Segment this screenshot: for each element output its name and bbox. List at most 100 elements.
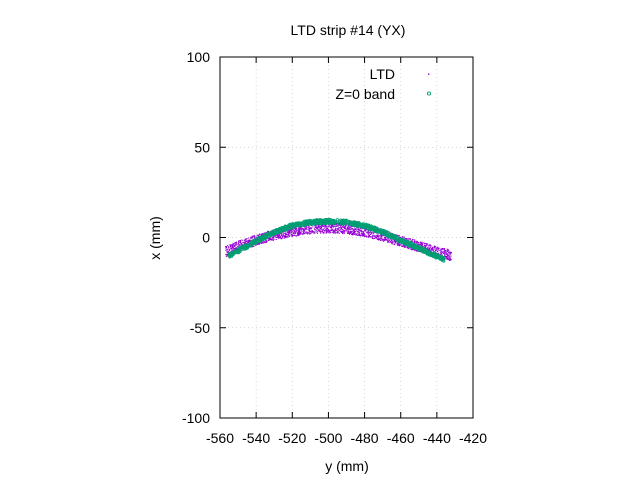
ltd-point: [373, 232, 375, 234]
ltd-point: [357, 231, 359, 233]
y-tick-label: 100: [187, 49, 211, 65]
ltd-point: [422, 242, 424, 244]
ltd-point: [369, 231, 371, 233]
ltd-point: [297, 231, 299, 233]
ltd-point: [396, 234, 398, 236]
ltd-point: [427, 247, 429, 249]
z0-band-point: [240, 247, 245, 251]
ltd-point: [356, 233, 358, 235]
legend: LTD Z=0 band: [335, 66, 432, 102]
ltd-point: [407, 238, 409, 240]
ltd-point: [354, 228, 356, 230]
ltd-point: [272, 239, 274, 241]
ltd-point: [297, 232, 299, 234]
ltd-point: [381, 236, 383, 238]
ltd-point: [334, 231, 336, 233]
ltd-point: [444, 255, 446, 257]
ltd-point: [239, 240, 241, 242]
z0-band-point: [405, 239, 409, 243]
ltd-point: [403, 236, 405, 238]
ltd-point: [342, 233, 344, 235]
ltd-point: [285, 235, 287, 237]
ltd-point: [284, 232, 286, 234]
ltd-point: [424, 244, 426, 246]
ltd-point: [416, 242, 418, 244]
ltd-point: [328, 226, 330, 228]
ltd-point: [288, 236, 290, 238]
ltd-point: [335, 225, 337, 227]
ltd-point: [369, 233, 371, 235]
ltd-point: [361, 234, 363, 236]
z0-band-point: [284, 224, 288, 229]
ltd-point: [308, 226, 310, 228]
ltd-point: [278, 233, 280, 235]
ltd-point: [379, 237, 381, 239]
y-tick-label: 0: [202, 230, 210, 246]
z0-band-point: [418, 248, 422, 252]
ltd-point: [430, 246, 432, 248]
ltd-point: [274, 235, 276, 237]
ltd-point: [348, 227, 350, 229]
ltd-point: [317, 230, 319, 232]
ltd-point: [267, 238, 269, 240]
ltd-point: [368, 230, 370, 232]
ltd-point: [230, 244, 232, 246]
y-tick-label: 50: [194, 139, 210, 155]
ltd-point: [231, 248, 233, 250]
ltd-point: [261, 234, 263, 236]
ltd-point: [356, 233, 358, 235]
ltd-point: [259, 233, 261, 235]
ltd-point: [431, 248, 433, 250]
ltd-point: [227, 251, 229, 253]
ltd-point: [329, 232, 331, 234]
z0-band-point: [318, 220, 322, 224]
ltd-point: [297, 229, 299, 231]
ltd-point: [324, 229, 326, 231]
ltd-point: [346, 229, 348, 231]
ltd-point: [376, 235, 378, 237]
ltd-point: [363, 234, 365, 236]
ltd-point: [413, 241, 415, 243]
ltd-point: [311, 230, 313, 232]
ltd-point: [355, 233, 357, 235]
ltd-point: [269, 237, 271, 239]
ltd-point: [317, 229, 319, 231]
ltd-point: [304, 230, 306, 232]
ltd-point: [440, 248, 442, 250]
ltd-point: [273, 235, 275, 237]
z0-band-point: [389, 235, 393, 239]
ltd-point: [278, 238, 280, 240]
ltd-point: [308, 228, 310, 230]
ltd-point: [341, 231, 343, 233]
ltd-point: [449, 257, 451, 259]
ltd-point: [428, 249, 430, 251]
ltd-point: [293, 230, 295, 232]
ltd-point: [343, 230, 345, 232]
ltd-point: [234, 243, 236, 245]
ltd-point: [235, 242, 237, 244]
ltd-point: [387, 238, 389, 240]
ltd-point: [285, 236, 287, 238]
ltd-point: [401, 245, 403, 247]
ltd-point: [293, 232, 295, 234]
ltd-point: [236, 248, 238, 250]
ltd-point: [308, 225, 310, 227]
ltd-point: [290, 229, 292, 231]
ltd-point: [380, 235, 382, 237]
ltd-point: [251, 236, 253, 238]
z0-band-point: [265, 233, 269, 237]
z0-band-point: [375, 228, 379, 232]
ltd-point: [362, 232, 364, 234]
ltd-point: [261, 242, 263, 244]
ltd-point: [257, 243, 259, 245]
z0-band-point: [275, 230, 279, 234]
ltd-point: [283, 233, 285, 235]
ltd-point: [430, 245, 432, 247]
ltd-point: [409, 239, 411, 241]
ltd-point: [280, 235, 282, 237]
ltd-point: [298, 232, 300, 234]
ltd-point: [263, 232, 265, 234]
ltd-point: [400, 244, 402, 246]
ltd-point: [306, 233, 308, 235]
ltd-point: [319, 231, 321, 233]
